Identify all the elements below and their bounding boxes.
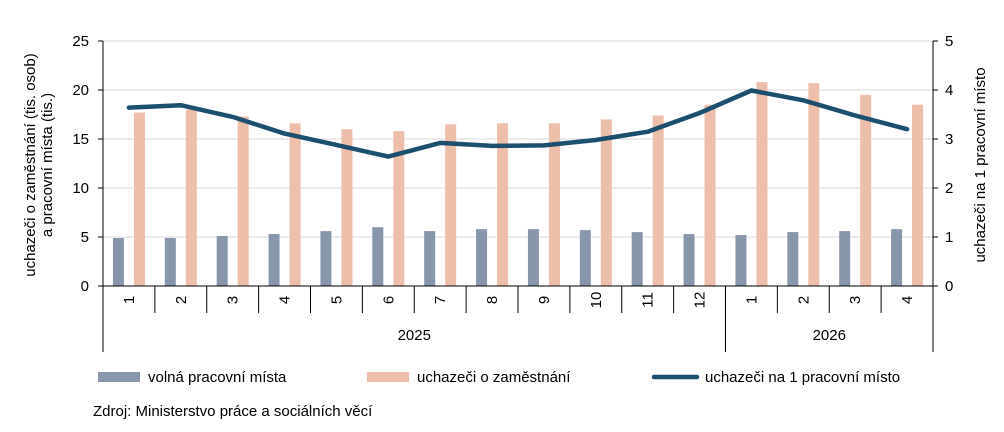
- y-left-tick-label: 20: [72, 82, 89, 99]
- bars: [112, 82, 924, 287]
- bar-volna-mista: [631, 232, 643, 286]
- y-left-axis-title-line2: a pracovní místa (tis.): [39, 93, 56, 237]
- bar-volna-mista: [112, 237, 124, 286]
- bar-volna-mista: [268, 234, 280, 286]
- bar-volna-mista: [476, 229, 488, 286]
- y-right-tick-label: 5: [945, 33, 953, 50]
- legend-swatch-uchazeci: [367, 372, 409, 382]
- bar-uchazeci: [548, 123, 560, 286]
- legend: volná pracovní místa uchazeči o zaměstná…: [98, 369, 900, 386]
- bar-volna-mista: [424, 231, 436, 286]
- bar-volna-mista: [372, 227, 384, 286]
- bar-uchazeci: [860, 94, 872, 287]
- x-tick-label: 2: [173, 296, 190, 304]
- x-tick-label: 6: [380, 296, 397, 304]
- bar-volna-mista: [164, 237, 176, 286]
- x-tick-label: 3: [847, 296, 864, 304]
- x-tick-label: 12: [692, 292, 709, 309]
- bar-uchazeci: [393, 131, 405, 286]
- x-tick-label: 1: [743, 296, 760, 304]
- x-tick-label: 5: [328, 296, 345, 304]
- y-left-axis-title-line1: uchazeči o zaměstnání (tis. osob): [22, 53, 39, 276]
- x-tick-label: 2: [795, 296, 812, 304]
- x-tick-label: 9: [536, 296, 553, 304]
- bar-uchazeci: [289, 123, 301, 286]
- bar-volna-mista: [891, 229, 903, 286]
- y-right-tick-label: 2: [945, 180, 953, 197]
- bar-uchazeci: [497, 123, 509, 286]
- x-tick-label: 8: [484, 296, 501, 304]
- bar-uchazeci: [808, 83, 820, 286]
- bar-uchazeci: [341, 129, 353, 286]
- legend-label-ratio: uchazeči na 1 pracovní místo: [705, 369, 900, 386]
- y-right-tick-label: 4: [945, 82, 953, 99]
- bar-uchazeci: [133, 112, 145, 286]
- line-uchazeci-na-misto: [126, 88, 910, 159]
- y-left-tick-label: 10: [72, 180, 89, 197]
- x-tick-label: 3: [225, 296, 242, 304]
- bar-volna-mista: [735, 235, 747, 286]
- y-right-tick-label: 3: [945, 131, 953, 148]
- y-right-tick-label: 1: [945, 229, 953, 246]
- x-tick-label: 1: [121, 296, 138, 304]
- bar-uchazeci: [652, 115, 664, 286]
- x-tick-label: 7: [432, 296, 449, 304]
- y-left-tick-label: 5: [81, 229, 89, 246]
- y-left-tick-label: 15: [72, 131, 89, 148]
- bar-uchazeci: [600, 119, 612, 287]
- legend-swatch-volna-mista: [98, 372, 140, 382]
- bar-volna-mista: [683, 234, 695, 286]
- bar-volna-mista: [216, 236, 228, 286]
- legend-label-uchazeci: uchazeči o zaměstnání: [417, 369, 571, 386]
- x-tick-label: 4: [277, 296, 294, 304]
- bar-uchazeci: [912, 104, 924, 286]
- y-left-tick-label: 25: [72, 33, 89, 50]
- source-note: Zdroj: Ministerstvo práce a sociálních v…: [93, 403, 373, 420]
- bar-uchazeci: [237, 116, 249, 287]
- ratio-line: [126, 88, 910, 159]
- bar-uchazeci: [445, 124, 457, 286]
- y-left-tick-label: 0: [81, 278, 89, 295]
- x-tick-label: 4: [899, 296, 916, 304]
- x-group-label: 2026: [813, 327, 846, 344]
- bar-volna-mista: [527, 229, 539, 286]
- legend-label-volna-mista: volná pracovní místa: [148, 369, 287, 386]
- x-tick-label: 11: [640, 292, 657, 308]
- bar-uchazeci: [185, 109, 197, 286]
- bar-volna-mista: [839, 231, 851, 286]
- y-right-tick-label: 0: [945, 278, 953, 295]
- x-tick-label: 10: [588, 292, 605, 309]
- bar-volna-mista: [579, 230, 591, 286]
- y-right-axis-title: uchazeči na 1 pracovní místo: [972, 67, 989, 262]
- x-group-label: 2025: [398, 327, 431, 344]
- bar-uchazeci: [756, 82, 768, 286]
- bar-uchazeci: [704, 104, 716, 286]
- bar-volna-mista: [320, 231, 332, 286]
- bar-volna-mista: [787, 232, 799, 286]
